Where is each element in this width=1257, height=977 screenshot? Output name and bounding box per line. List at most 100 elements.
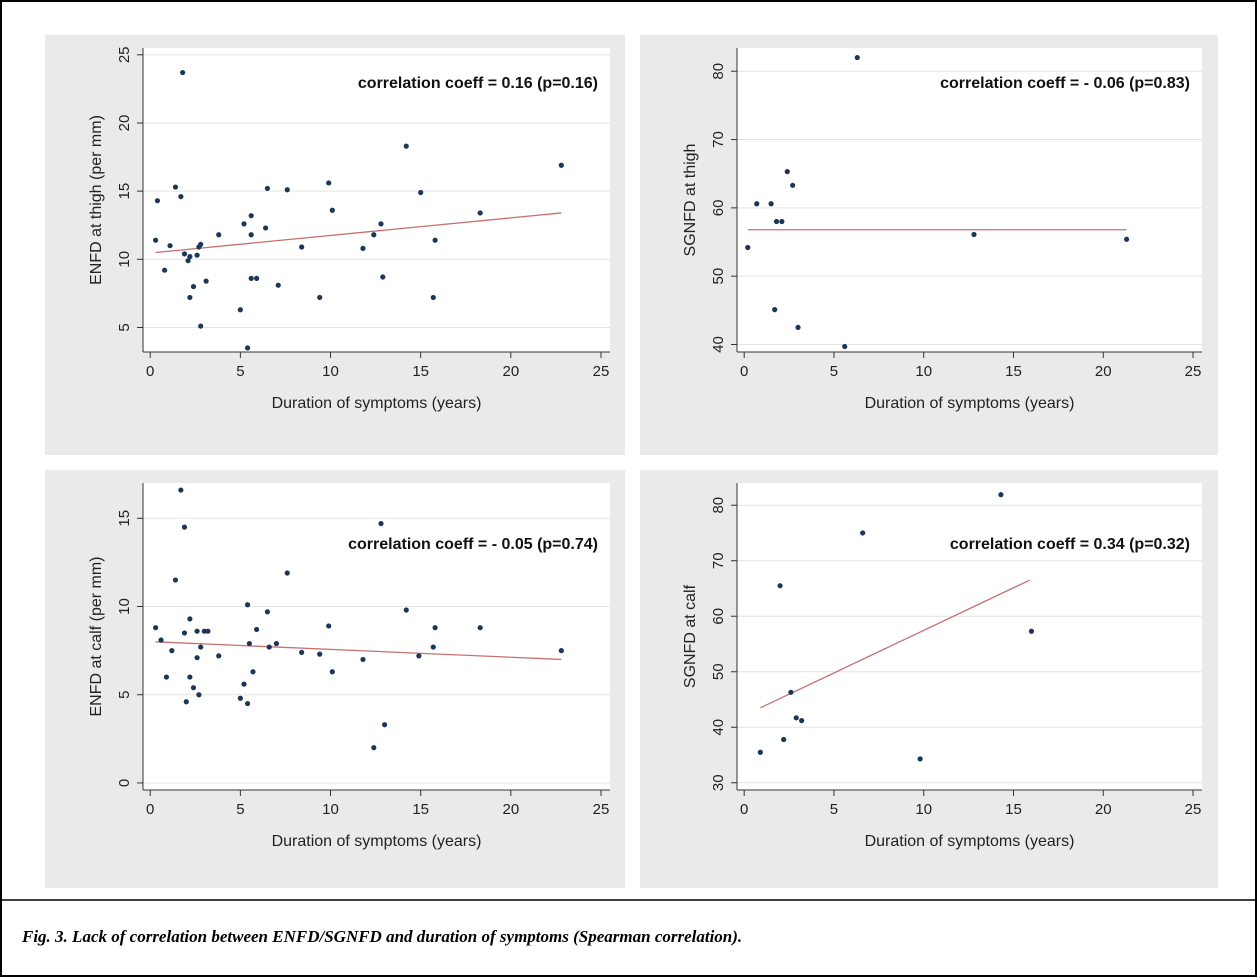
point (842, 343, 848, 350)
point (790, 182, 796, 188)
x-tick-label: 10 (322, 363, 339, 380)
y-tick-label: 20 (116, 115, 133, 132)
point (244, 700, 251, 707)
point (432, 237, 438, 243)
point (360, 656, 366, 663)
point (201, 628, 207, 634)
y-tick-label: 10 (116, 598, 133, 615)
x-tick-label: 15 (412, 363, 429, 380)
x-tick-label: 25 (593, 801, 610, 818)
point (284, 570, 290, 576)
y-axis-title: SGNFD at thigh (682, 144, 699, 257)
point (378, 520, 384, 527)
point (860, 530, 866, 536)
point (430, 294, 436, 301)
point (187, 674, 193, 680)
point (784, 169, 790, 175)
point (317, 294, 323, 301)
x-axis-title: Duration of symptoms (years) (865, 395, 1075, 412)
y-tick-label: 80 (710, 63, 727, 80)
x-tick-label: 10 (915, 801, 932, 818)
x-tick-label: 0 (146, 363, 154, 380)
point (745, 244, 751, 251)
y-tick-label: 5 (116, 691, 133, 699)
point (273, 640, 280, 647)
point (772, 307, 778, 313)
point (241, 681, 247, 687)
point (326, 623, 332, 629)
point (971, 231, 977, 238)
point (477, 625, 483, 631)
caption: Fig. 3. Lack of correlation between ENFD… (21, 927, 742, 946)
point (558, 648, 564, 654)
point (284, 187, 290, 193)
y-tick-label: 5 (116, 323, 133, 331)
x-tick-label: 5 (830, 363, 838, 380)
point (216, 232, 222, 238)
point (198, 241, 204, 247)
point (248, 275, 254, 281)
y-tick-label: 0 (116, 779, 133, 787)
point (190, 685, 197, 691)
y-tick-label: 80 (710, 497, 727, 514)
point (248, 232, 254, 238)
point (317, 651, 323, 657)
point (194, 628, 200, 634)
plot-area (737, 48, 1202, 352)
x-tick-label: 5 (236, 363, 244, 380)
point (163, 674, 170, 680)
point (216, 653, 222, 659)
y-tick-label: 15 (116, 510, 133, 527)
y-tick-label: 40 (710, 336, 727, 353)
point (162, 267, 168, 273)
annotation: correlation coeff = - 0.06 (p=0.83) (940, 75, 1190, 92)
annotation: correlation coeff = 0.16 (p=0.16) (358, 75, 598, 92)
point (371, 232, 377, 238)
point (378, 221, 384, 227)
annotation: correlation coeff = - 0.05 (p=0.74) (348, 536, 598, 553)
point (477, 210, 483, 216)
point (246, 640, 252, 647)
point (167, 243, 173, 249)
point (777, 583, 783, 589)
point (432, 625, 438, 631)
point (203, 278, 209, 284)
point (779, 218, 785, 225)
point (190, 283, 197, 290)
point (187, 253, 193, 260)
point (196, 692, 202, 698)
point (799, 718, 805, 724)
point (187, 294, 193, 301)
point (237, 695, 243, 701)
x-tick-label: 5 (830, 801, 838, 818)
point (194, 252, 200, 258)
point (264, 185, 271, 192)
point (403, 143, 409, 149)
x-tick-label: 5 (236, 801, 244, 818)
point (1123, 236, 1130, 242)
point (418, 189, 424, 196)
x-tick-label: 20 (502, 363, 519, 380)
point (416, 653, 422, 659)
point (205, 628, 211, 634)
trend-line (155, 212, 562, 254)
point (248, 213, 254, 219)
point (1028, 628, 1035, 634)
point (153, 237, 159, 243)
point (854, 54, 860, 61)
x-tick-label: 0 (146, 801, 154, 818)
point (198, 323, 204, 329)
point (275, 282, 281, 288)
point (183, 699, 189, 705)
point (180, 69, 186, 76)
point (998, 492, 1004, 498)
point (917, 756, 923, 762)
y-tick-label: 25 (116, 46, 133, 63)
x-tick-label: 0 (740, 363, 748, 380)
point (371, 745, 377, 751)
x-tick-label: 0 (740, 801, 748, 818)
point (299, 244, 305, 250)
point (237, 307, 243, 313)
point (178, 193, 184, 200)
